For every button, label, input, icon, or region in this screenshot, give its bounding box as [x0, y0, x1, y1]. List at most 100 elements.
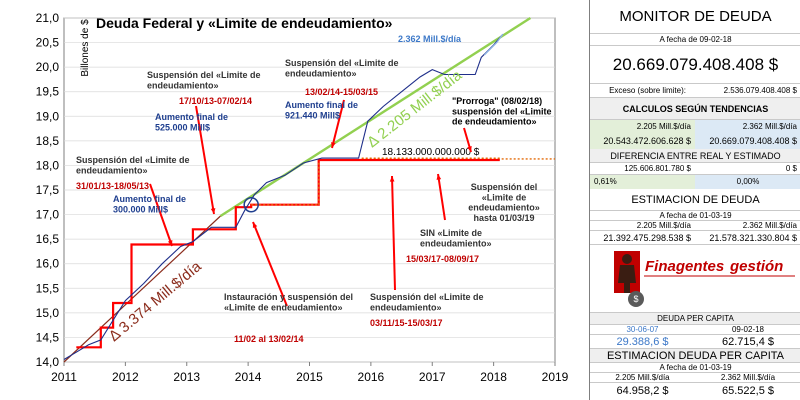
- annotation-susp1-title-line: Suspensión del «Limite de: [76, 155, 190, 165]
- capita-title-row: DEUDA PER CAPITA: [590, 313, 800, 325]
- annotation-aum2: Aumento final de 525.000 Mill$: [155, 112, 228, 132]
- annotation-aum1-line: 300.000 Mill$: [113, 204, 168, 214]
- est-capita-rate-a: 2.205 Mill.$/día: [615, 373, 670, 382]
- debt-line-recent: [483, 33, 504, 56]
- est-capita-value-b: 65.522,5 $: [722, 385, 774, 397]
- highlight-circle: [243, 196, 259, 213]
- annotation-susp2-title-line: endeudamiento»: [147, 80, 219, 90]
- capita-date-a: 30-06-07: [626, 325, 659, 334]
- svg-text:$: $: [633, 294, 638, 304]
- annotation-inst-date: 11/02 al 13/02/14: [234, 334, 304, 344]
- calculos-title-row: CALCULOS SEGÚN TENDENCIAS: [590, 98, 800, 120]
- annotation-prorroga-line: suspensión del «Limite: [452, 106, 552, 116]
- est-capita-date: A fecha de 01-03-19: [659, 363, 732, 372]
- arrow-susp1: [149, 183, 173, 247]
- calc-value-row: 20.543.472.606.628 $ 20.669.079.408.408 …: [590, 133, 800, 149]
- logo-figure-head: [622, 254, 632, 264]
- annotation-susp4-title: Suspensión del «Limite de endeudamiento»: [370, 292, 484, 312]
- arrow-susp4-head: [389, 176, 395, 182]
- annotation-inst-title-line: Instauración y suspensión del: [224, 292, 353, 302]
- annotation-susp2-date: 17/10/13-07/02/14: [179, 96, 252, 106]
- arrow-susp2-head: [210, 208, 216, 214]
- trend-line-2205: [219, 16, 532, 218]
- x-tick-label: 2016: [358, 370, 385, 384]
- arrow-susp3: [331, 99, 345, 149]
- arrow-inst-head: [252, 222, 258, 228]
- arrow-sin-head: [436, 174, 442, 180]
- x-tick-label: 2014: [235, 370, 262, 384]
- dif-value-row: 125.606.801.780 $ 0 $: [590, 163, 800, 175]
- est-capita-title-row: ESTIMACION DEUDA PER CAPITA: [590, 349, 800, 363]
- annotation-susp4-date: 03/11/15-15/03/17: [370, 318, 443, 328]
- y-tick-label: 18,5: [36, 134, 60, 148]
- arrow-susp3-head: [331, 142, 336, 148]
- x-tick-label: 2017: [419, 370, 446, 384]
- annotation-susp-hasta-line: hasta 01/03/19: [473, 213, 534, 223]
- y-tick-label: 16,0: [36, 257, 60, 271]
- logo-text-box: [640, 255, 797, 275]
- rate-label-2362: 2.362 Mill.$/día: [398, 34, 462, 44]
- annotation-sin-title-line: endeudamiento»: [420, 238, 492, 248]
- arrow-susp1-head: [167, 240, 173, 246]
- x-tick-label: 2013: [173, 370, 200, 384]
- annotation-sin-title-line: SIN «Limite de: [420, 228, 482, 238]
- est-value-a: 21.392.475.298.538 $: [603, 233, 691, 243]
- y-tick-label: 19,5: [36, 85, 60, 99]
- monitor-title-row: MONITOR DE DEUDA: [590, 0, 800, 34]
- calc-rate-a: 2.205 Mill.$/día: [590, 120, 695, 133]
- estimacion-title: ESTIMACION DE DEUDA: [631, 194, 760, 206]
- capita-value-row: 29.388,6 $ 62.715,4 $: [590, 335, 800, 349]
- est-rate-row: 2.205 Mill.$/día 2.362 Mill.$/día: [590, 221, 800, 231]
- coin-icon: [628, 291, 644, 307]
- annotation-susp4-title-line: endeudamiento»: [370, 302, 442, 312]
- arrow-inst: [252, 221, 288, 307]
- annotation-aum3: Aumento final de 921.440 Mill$: [285, 100, 358, 120]
- annotation-inst-title: Instauración y suspensión del «Limite de …: [224, 292, 353, 312]
- capita-value-b: 62.715,4 $: [722, 336, 774, 348]
- logo-figure-body: [618, 265, 636, 293]
- y-tick-label: 20,5: [36, 36, 60, 50]
- capita-value-a: 29.388,6 $: [616, 336, 669, 348]
- annotation-aum3-line: 921.440 Mill$: [285, 110, 340, 120]
- annotation-susp3-title-line: Suspensión del «Limite de: [285, 58, 399, 68]
- y-tick-label: 17,0: [36, 208, 60, 222]
- y-tick-label: 15,0: [36, 306, 60, 320]
- calc-rate-b: 2.362 Mill.$/día: [695, 120, 800, 133]
- debt-chart: 14,0 14,5 15,0 15,5 16,0 16,5 17,0 17,5 18,0 18,5…: [36, 11, 569, 384]
- annotation-susp2-title: Suspensión del «Limite de endeudamiento»: [147, 70, 261, 90]
- estimacion-title-row: ESTIMACION DE DEUDA: [590, 189, 800, 211]
- arrow-sin: [437, 173, 446, 221]
- annotation-aum2-line: 525.000 Mill$: [155, 122, 210, 132]
- y-tick-label: 15,5: [36, 281, 60, 295]
- est-capita-value-row: 64.958,2 $ 65.522,5 $: [590, 383, 800, 400]
- est-rate-b: 2.362 Mill.$/día: [742, 221, 797, 230]
- capita-date-b: 09-02-18: [731, 325, 765, 334]
- calculos-title: CALCULOS SEGÚN TENDENCIAS: [622, 104, 769, 114]
- logo-text-right: gestión: [729, 258, 783, 275]
- y-tick-label: 19,0: [36, 109, 60, 123]
- est-capita-rate-row: 2.205 Mill.$/día 2.362 Mill.$/día: [590, 373, 800, 383]
- annotation-prorroga: "Prorroga" (08/02/18) suspensión del «Lim…: [452, 96, 552, 127]
- monitor-date: A fecha de 09-02-18: [659, 35, 732, 44]
- monitor-title: MONITOR DE DEUDA: [619, 8, 772, 25]
- chart-title: Deuda Federal y «Limite de endeudamiento…: [96, 15, 393, 31]
- y-tick-label: 17,5: [36, 183, 60, 197]
- x-tick-label: 2015: [296, 370, 323, 384]
- annotation-sin-title: SIN «Limite de endeudamiento»: [420, 228, 492, 248]
- pct-value-b: 0,00%: [695, 175, 800, 189]
- monitor-panel: MONITOR DE DEUDA A fecha de 09-02-18 20.…: [589, 0, 800, 400]
- capita-date-row: 30-06-07 09-02-18: [590, 325, 800, 335]
- monitor-date-row: A fecha de 09-02-18: [590, 34, 800, 46]
- x-tick-label: 2019: [542, 370, 569, 384]
- y-tick-label: 18,0: [36, 158, 60, 172]
- annotation-susp3-title: Suspensión del «Limite de endeudamiento»: [285, 58, 399, 78]
- y-tick-label: 14,0: [36, 355, 60, 369]
- est-capita-value-a: 64.958,2 $: [616, 385, 669, 397]
- y-tick-label: 16,5: [36, 232, 60, 246]
- arrow-susp4: [391, 175, 396, 291]
- annotation-susp-hasta-line: «Limite de: [482, 192, 527, 202]
- annotation-susp3-title-line: endeudamiento»: [285, 68, 357, 78]
- annotation-aum1-line: Aumento final de: [113, 194, 186, 204]
- annotation-susp2-title-line: Suspensión del «Limite de: [147, 70, 261, 80]
- annotation-susp-hasta-line: Suspensión del: [471, 182, 538, 192]
